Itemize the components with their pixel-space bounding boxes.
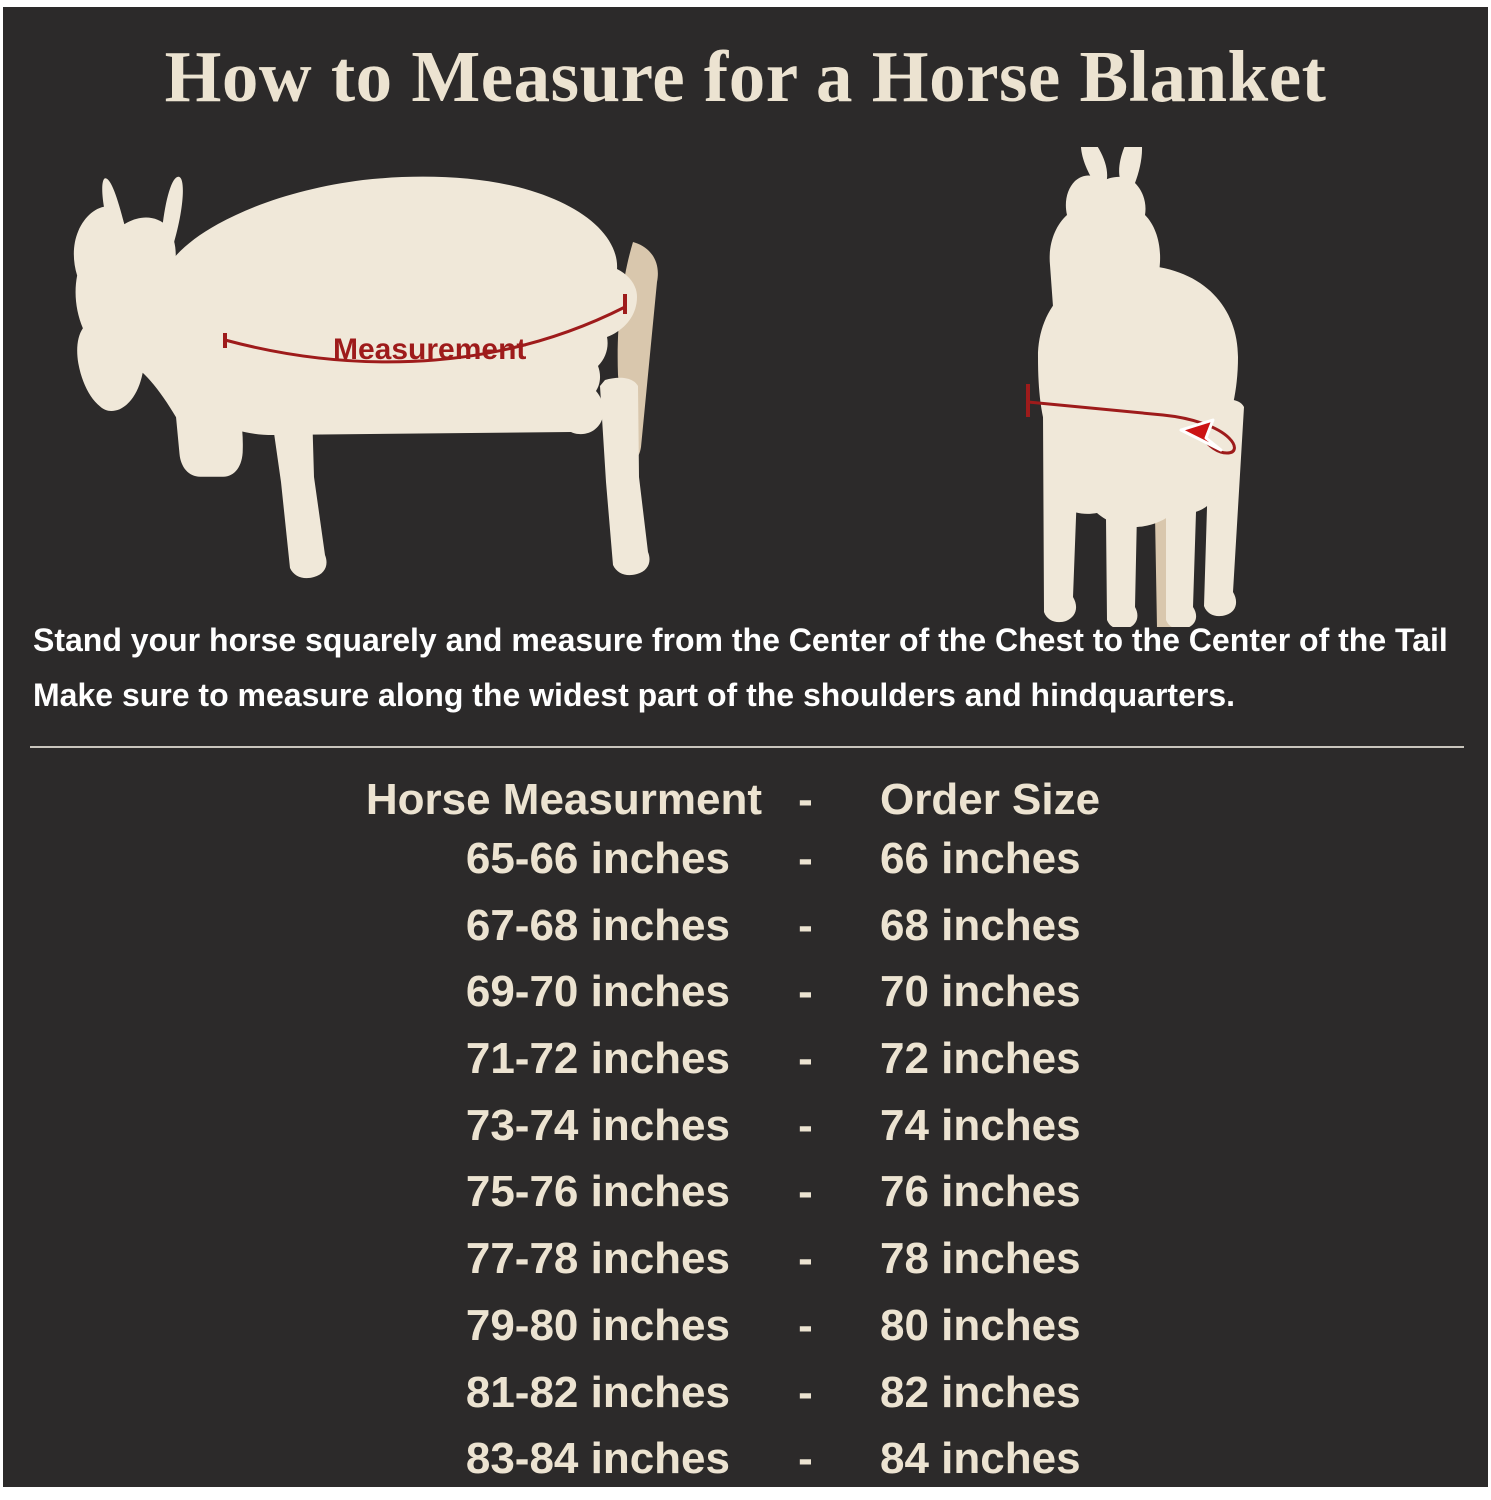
svg-text:Measurement: Measurement [333, 333, 526, 366]
